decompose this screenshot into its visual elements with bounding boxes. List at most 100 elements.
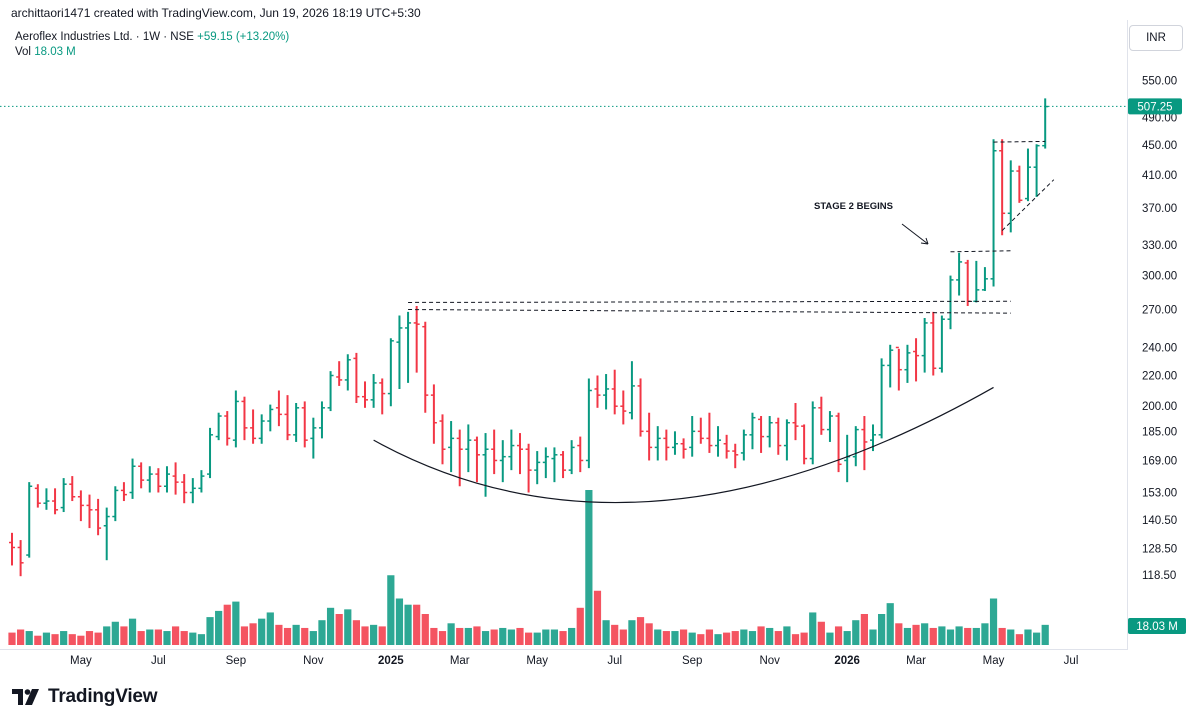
resistance-line-upper[interactable] [408,300,1011,303]
x-tick-label: May [526,655,548,667]
volume-bar [344,609,352,645]
x-tick-label: Jul [151,655,166,667]
ohlc-bar [835,412,842,473]
ohlc-bar [551,447,558,483]
volume-bar [766,627,774,645]
ohlc-bar [525,443,532,493]
ohlc-bar [318,401,325,439]
cup-curve[interactable] [373,386,994,504]
volume-bar [542,629,550,645]
volume-bar [1024,629,1032,645]
volume-bar [335,614,343,645]
ohlc-bar [964,259,971,306]
volume-value: 18.03 M [34,46,76,58]
x-tick-label: Jul [1064,655,1079,667]
ohlc-bar [198,470,205,493]
x-tick-label: Nov [759,655,780,667]
ohlc-bar [844,434,851,483]
flag-top-line[interactable] [993,140,1046,143]
tradingview-logo[interactable]: TradingView [12,686,158,708]
ohlc-bar [95,498,102,536]
y-tick-label: 169.00 [1142,455,1177,467]
annotation-arrow [901,223,929,245]
ohlc-bar [585,378,592,469]
volume-bar [679,629,688,645]
last-price-badge[interactable]: 507.25 [1128,98,1182,115]
volume-bar [137,631,145,645]
price-change: +59.15 (+13.20%) [197,31,290,43]
volume-bar [972,627,980,645]
volume-bar [499,627,507,645]
ohlc-bar [947,275,954,330]
ohlc-bar [861,416,868,471]
ohlc-bar [241,396,248,441]
x-tick-label: Sep [682,655,702,667]
currency-button[interactable]: INR [1129,25,1183,51]
volume-badge[interactable]: 18.03 M [1128,618,1186,634]
ohlc-bar [990,139,997,287]
ohlc-bar [293,403,300,442]
ohlc-bar [60,478,67,513]
ohlc-bar [938,315,945,373]
ohlc-bar [516,433,523,475]
resistance-line-lower[interactable] [408,309,1011,314]
symbol-title: Aeroflex Industries Ltd. · 1W · NSE [15,31,194,43]
flag-bottom-line[interactable] [1001,179,1055,231]
ohlc-bar [671,431,678,455]
ohlc-bar [628,361,635,420]
volume-bar [85,631,94,645]
volume-bar [662,631,670,645]
ohlc-bar [327,371,334,412]
volume-bar [611,624,619,645]
ohlc-bar [930,311,937,376]
symbol-legend[interactable]: Aeroflex Industries Ltd. · 1W · NSE +59.… [15,31,289,43]
volume-bar [774,631,782,645]
ohlc-bar [981,267,988,291]
ohlc-bar [129,458,136,499]
x-tick-label: 2026 [834,655,860,667]
volume-bar [946,629,955,645]
last-price-badge-bg [1128,98,1182,115]
volume-bar [998,627,1006,645]
x-tick-label: May [70,655,92,667]
ohlc-bar [181,474,188,504]
volume-bar [120,626,128,645]
breakout-line[interactable] [950,250,1011,253]
volume-bar [17,629,25,645]
ohlc-bar [904,344,911,383]
ohlc-bar [1033,144,1040,197]
volume-badge-label: 18.03 M [1136,621,1178,633]
volume-bar [688,632,696,645]
ohlc-bar [482,433,489,497]
volume-bar [232,601,240,645]
volume-bar [51,634,59,645]
ohlc-bar [344,354,351,391]
volume-bar [697,634,705,645]
ohlc-bar [775,417,782,455]
volume-bar [809,612,817,645]
volume-bar [878,614,886,645]
volume-bar [447,623,455,645]
ohlc-bar [921,317,928,373]
ohlc-bar [801,424,808,465]
volume-bar [309,631,317,645]
volume-legend[interactable]: Vol 18.03 M [15,46,76,58]
ohlc-bar [956,252,963,296]
ohlc-bar [413,305,420,373]
volume-bar [283,627,292,645]
volume-series [8,490,1049,645]
volume-bar [8,632,16,645]
ohlc-bar [473,436,480,483]
y-tick-label: 450.00 [1142,140,1177,152]
ohlc-bar [155,468,162,493]
volume-bar [550,629,559,645]
volume-bar [128,618,137,645]
volume-bar [636,617,645,645]
y-tick-label: 200.00 [1142,401,1177,413]
volume-bar [964,627,972,645]
ohlc-bar [77,490,84,522]
volume-bar [619,629,627,645]
annotation-text[interactable]: STAGE 2 BEGINS [814,201,893,212]
ohlc-bar [646,412,653,461]
